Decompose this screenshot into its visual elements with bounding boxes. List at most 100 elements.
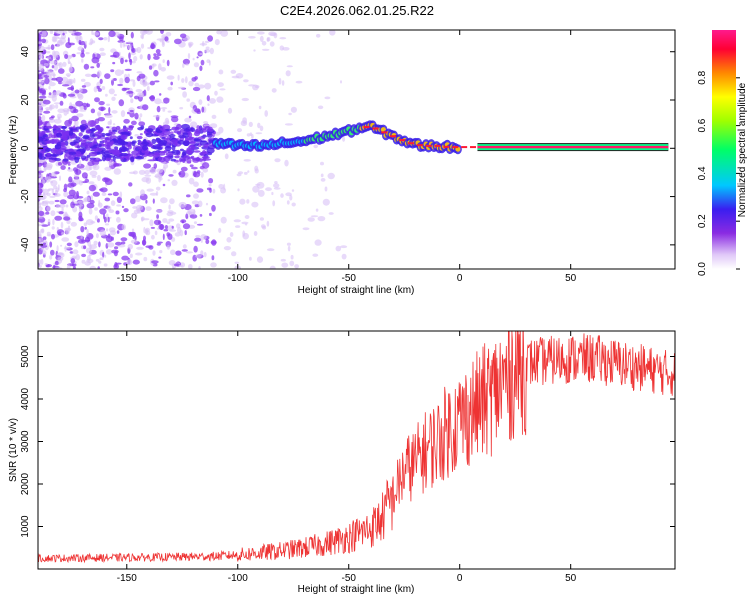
- snr-y-tick-label: 2000: [20, 472, 31, 495]
- spectrogram-noise-blob: [76, 163, 85, 169]
- spectrogram-band-blob: [128, 125, 134, 131]
- spectrogram-noise-blob: [75, 100, 84, 107]
- spectrogram-noise-blob: [107, 216, 110, 223]
- spectrogram-band-blob: [44, 136, 50, 139]
- spectrogram-noise-blob: [91, 30, 94, 35]
- spectrogram-noise-blob: [38, 264, 42, 269]
- spectrogram-noise-blob: [97, 174, 101, 182]
- spectrogram-noise-blob: [284, 159, 289, 167]
- spectrogram-noise-blob: [123, 44, 129, 47]
- spectrogram-noise-blob: [167, 86, 173, 91]
- spectrogram-band-blob: [54, 158, 61, 162]
- spectrogram-noise-blob: [81, 172, 88, 179]
- spectrogram-noise-blob: [66, 219, 71, 225]
- ridge-peak: [381, 131, 388, 134]
- spectrogram-noise-blob: [38, 63, 44, 71]
- spectrogram-noise-blob: [151, 260, 159, 264]
- spectrogram-noise-blob: [54, 260, 59, 266]
- spectrogram-noise-blob: [181, 78, 185, 83]
- spectrogram-noise-blob: [186, 210, 193, 215]
- spectrogram-noise-blob: [243, 171, 248, 175]
- spectrogram-noise-blob: [141, 239, 147, 246]
- spectrogram-noise-blob: [102, 177, 110, 183]
- spectrogram-noise-blob: [108, 125, 113, 130]
- spectrogram-band-blob: [130, 156, 135, 163]
- spectrogram-noise-blob: [284, 123, 293, 126]
- spectrogram-noise-blob: [92, 164, 100, 171]
- spectrogram-noise-blob: [320, 173, 324, 178]
- spectrogram-band-blob: [84, 145, 92, 148]
- spectrogram-noise-blob: [55, 187, 60, 193]
- snr-x-label: Height of straight line (km): [298, 584, 415, 595]
- spectrogram-noise-blob: [196, 170, 201, 174]
- spectrogram-noise-blob: [70, 258, 76, 264]
- spectrogram-x-tick-label: -50: [342, 273, 357, 284]
- spectrogram-y-label: Frequency (Hz): [8, 116, 19, 185]
- spectrogram-noise-blob: [141, 176, 150, 183]
- spectrogram-noise-blob: [144, 228, 149, 235]
- spectrogram-noise-blob: [173, 263, 180, 267]
- spectrogram-noise-blob: [124, 59, 128, 63]
- spectrogram-noise-blob: [199, 52, 204, 56]
- spectrogram-noise-blob: [80, 119, 87, 125]
- spectrogram-noise-blob: [62, 61, 67, 67]
- spectrogram-noise-blob: [52, 50, 56, 58]
- spectrogram-noise-blob: [105, 249, 113, 255]
- spectrogram-noise-blob: [191, 77, 197, 82]
- spectrogram-noise-blob: [56, 252, 64, 256]
- spectrogram-noise-blob: [187, 53, 191, 59]
- spectrogram-noise-blob: [317, 216, 326, 222]
- spectrogram-noise-blob: [269, 265, 276, 269]
- spectrogram-noise-blob: [149, 192, 158, 196]
- spectrogram-noise-blob: [41, 30, 47, 38]
- spectrogram-noise-blob: [83, 63, 90, 70]
- spectrogram-noise-blob: [239, 198, 246, 205]
- spectrogram-noise-blob: [107, 35, 111, 43]
- spectrogram-noise-blob: [175, 250, 182, 256]
- spectrogram-noise-blob: [77, 93, 84, 100]
- spectrogram-noise-blob: [99, 52, 106, 56]
- spectrogram-noise-blob: [128, 93, 133, 97]
- spectrogram-noise-blob: [189, 164, 194, 168]
- spectrogram-band-blob: [51, 154, 58, 157]
- spectrogram-noise-blob: [265, 187, 272, 192]
- ridge-peak: [416, 144, 423, 147]
- spectrogram-band-blob: [60, 141, 66, 147]
- spectrogram-noise-blob: [145, 206, 152, 211]
- spectrogram-noise-blob: [166, 244, 171, 250]
- spectrogram-noise-blob: [187, 41, 194, 47]
- spectrogram-noise-blob: [110, 200, 116, 206]
- spectrogram-noise-blob: [44, 263, 48, 266]
- spectrogram-noise-blob: [127, 243, 133, 250]
- spectrogram-noise-blob: [231, 251, 237, 257]
- spectrogram-noise-blob: [42, 99, 51, 105]
- spectrogram-band-blob: [119, 141, 129, 146]
- spectrogram-noise-blob: [81, 259, 86, 264]
- spectrogram-noise-blob: [162, 218, 168, 223]
- spectrogram-noise-blob: [177, 86, 186, 89]
- spectrogram-noise-blob: [176, 223, 181, 229]
- spectrogram-noise-blob: [63, 216, 71, 221]
- spectrogram-noise-blob: [271, 88, 277, 93]
- spectrogram-noise-blob: [144, 174, 152, 177]
- spectrogram-band-blob: [68, 151, 77, 155]
- spectrogram-noise-blob: [78, 215, 83, 222]
- spectrogram-noise-blob: [46, 205, 51, 212]
- spectrogram-noise-blob: [157, 241, 163, 244]
- spectrogram-noise-blob: [87, 120, 96, 128]
- spectrogram-noise-blob: [93, 86, 98, 93]
- spectrogram-noise-blob: [49, 104, 56, 110]
- spectrogram-noise-blob: [52, 35, 60, 39]
- spectrogram-noise-blob: [60, 165, 66, 171]
- snr-panel: -150 -100 -50 0 50 1000 2000 3000 4000 5000 Heig…: [8, 330, 676, 595]
- spectrogram-band-blob: [74, 157, 80, 163]
- spectrogram-band-blob: [40, 150, 46, 154]
- spectrogram-noise-blob: [281, 262, 289, 268]
- spectrogram-noise-blob: [143, 89, 147, 97]
- spectrogram-band-blob: [104, 132, 111, 136]
- spectrogram-noise-blob: [66, 264, 71, 269]
- spectrogram-noise-blob: [130, 98, 134, 104]
- spectrogram-noise-blob: [43, 63, 49, 66]
- spectrogram-noise-blob: [164, 225, 168, 230]
- spectrogram-band-blob: [73, 139, 81, 144]
